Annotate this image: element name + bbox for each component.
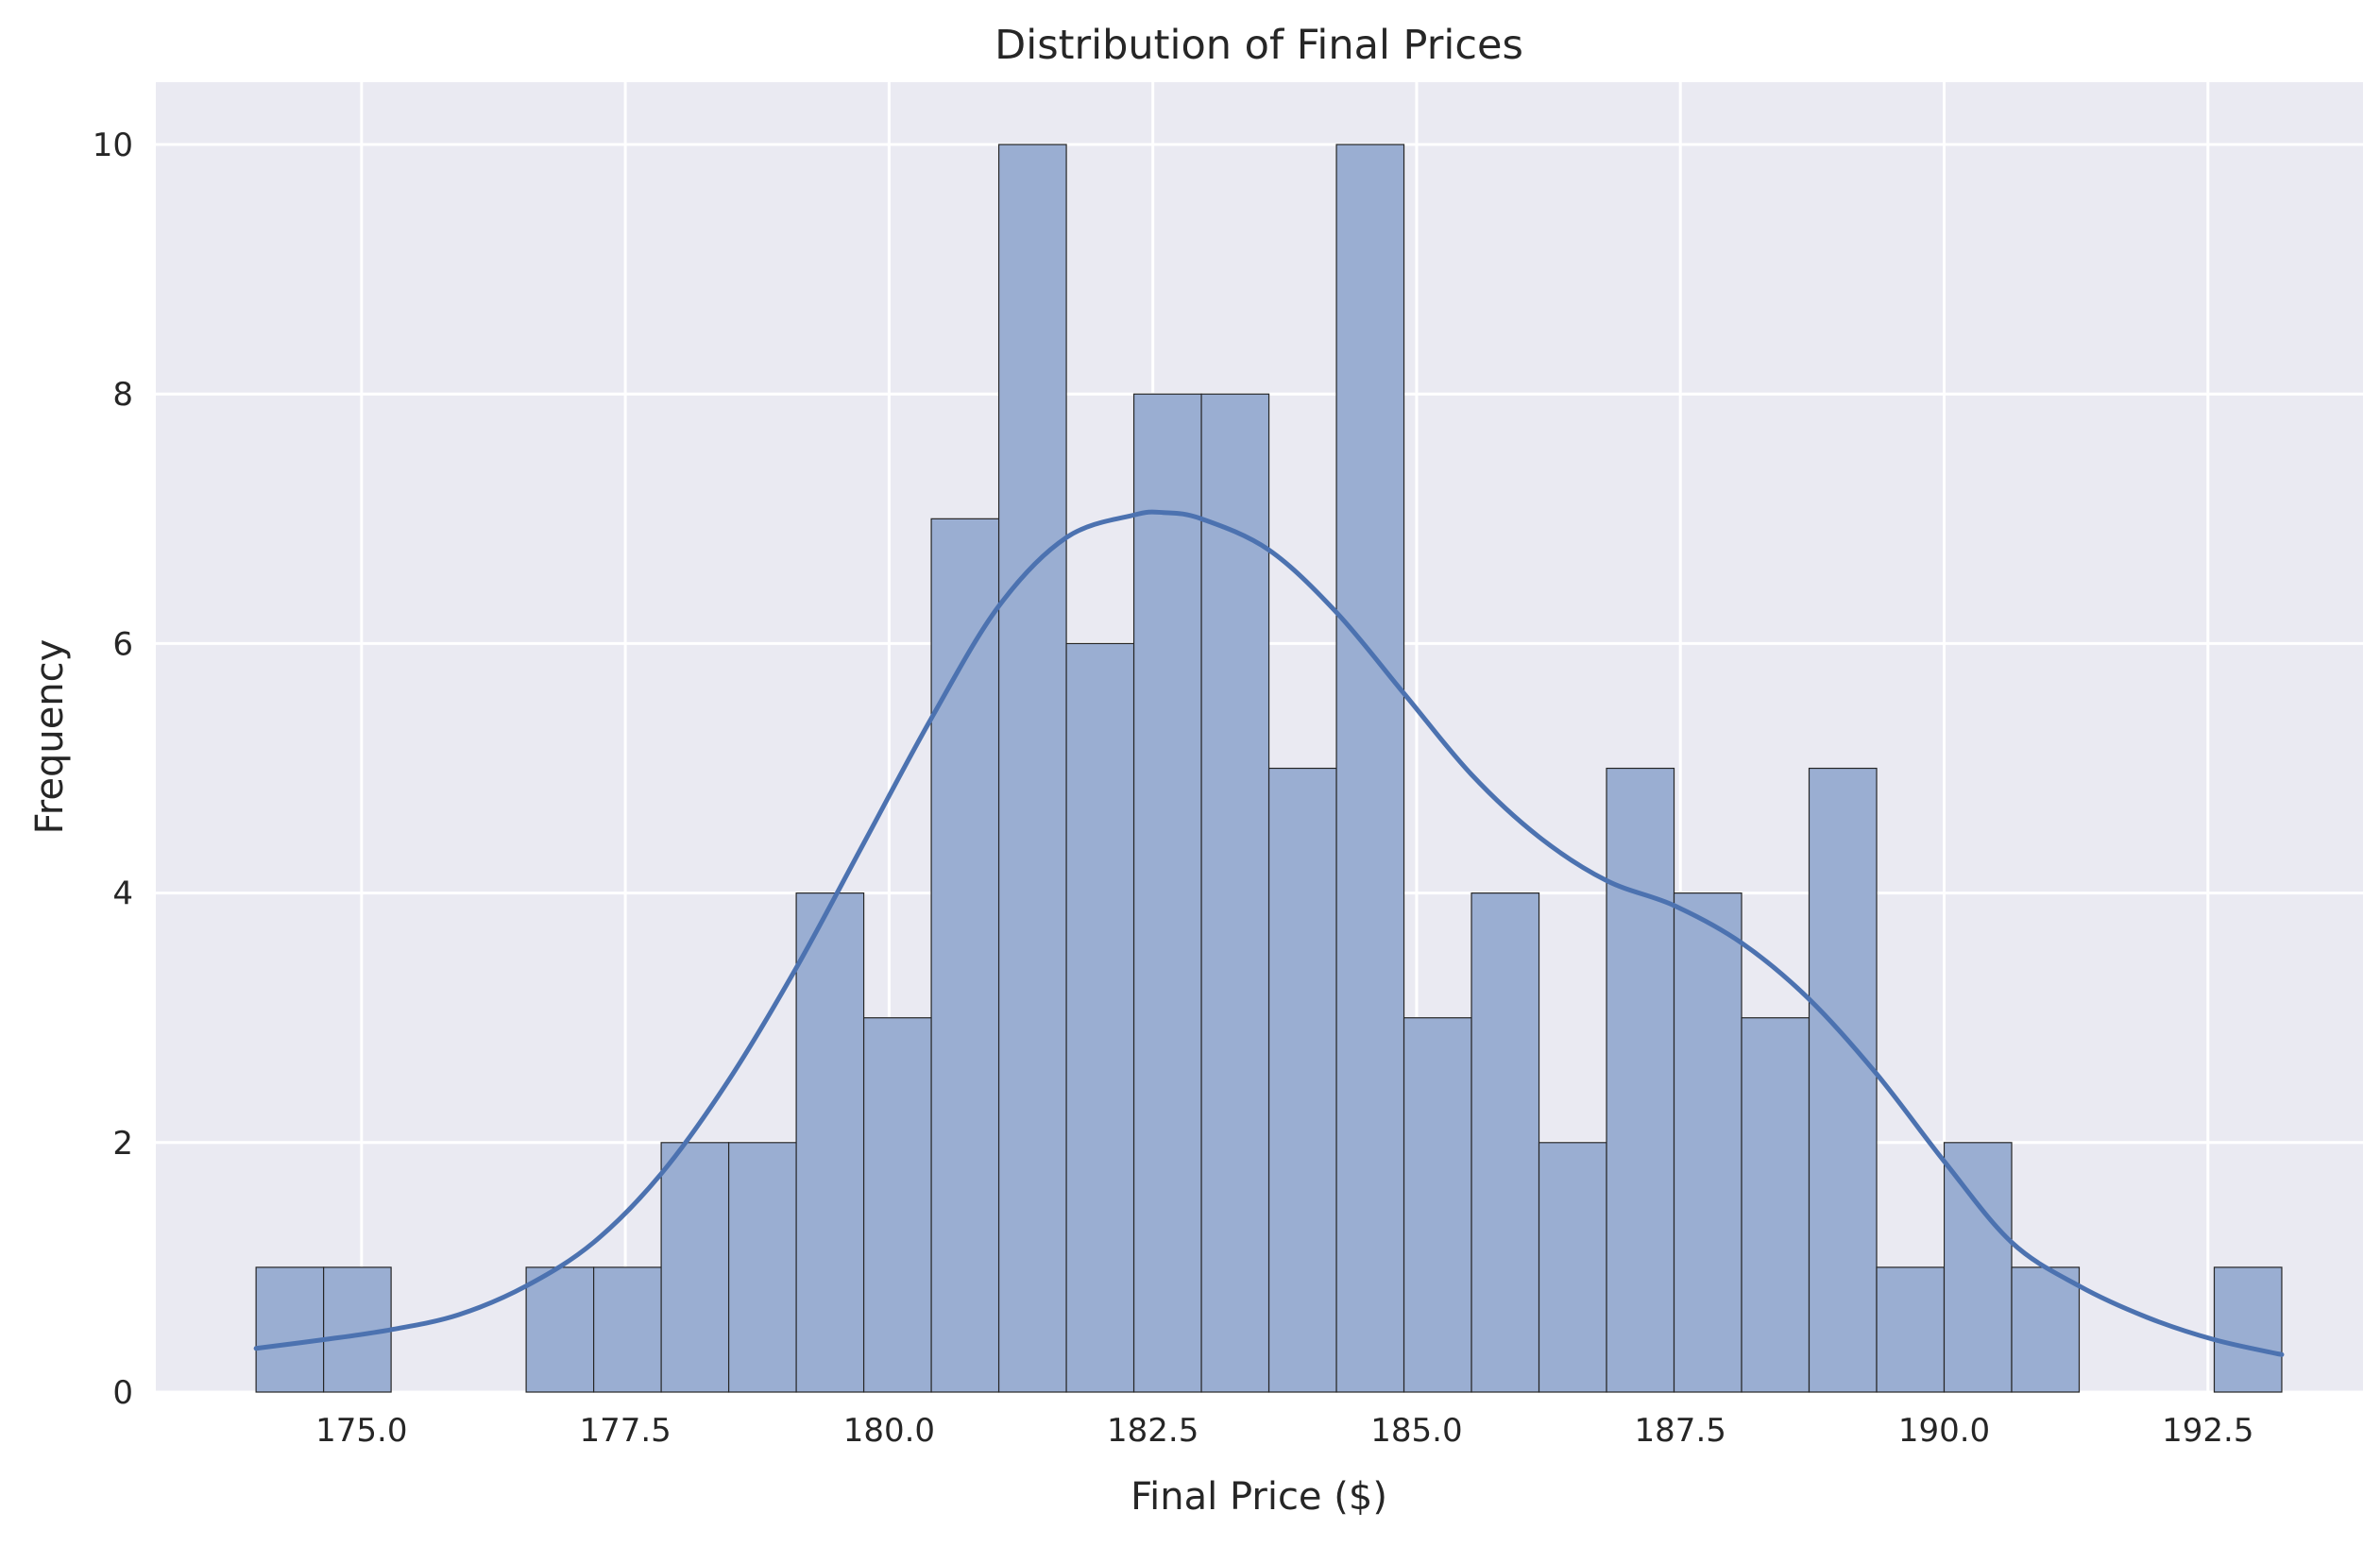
x-tick-label: 185.0 [1370, 1412, 1462, 1450]
y-axis-label: Frequency [28, 639, 72, 835]
histogram-bar [2011, 1266, 2081, 1393]
x-tick-label: 175.0 [315, 1412, 407, 1450]
histogram-bar [2213, 1266, 2283, 1393]
histogram-bar [1402, 1017, 1472, 1393]
histogram-bar [1606, 767, 1675, 1393]
histogram-bar [1470, 892, 1540, 1393]
histogram-bar [1808, 767, 1878, 1393]
histogram-bar [1132, 393, 1202, 1393]
histogram-bar [862, 1017, 932, 1393]
y-tick-label: 8 [112, 376, 133, 414]
histogram-bar [593, 1266, 662, 1393]
histogram-bar [525, 1266, 595, 1393]
x-axis-label: Final Price ($) [1130, 1475, 1387, 1519]
histogram-bar [1943, 1142, 2013, 1393]
histogram-bar [997, 144, 1067, 1393]
histogram-bar [1065, 642, 1135, 1393]
y-tick-label: 10 [93, 127, 133, 164]
x-tick-label: 187.5 [1635, 1412, 1726, 1450]
histogram-bar [660, 1142, 730, 1393]
histogram-bar [795, 892, 865, 1393]
x-tick-label: 192.5 [2162, 1412, 2253, 1450]
histogram-bar [1538, 1142, 1607, 1393]
x-tick-label: 190.0 [1898, 1412, 1990, 1450]
y-tick-label: 0 [112, 1374, 133, 1412]
x-tick-label: 177.5 [579, 1412, 671, 1450]
histogram-bar [1876, 1266, 1946, 1393]
y-axis-ticks: 0 2 4 6 8 10 [93, 127, 133, 1412]
histogram-bar [930, 518, 1000, 1393]
kde-curve [253, 509, 2285, 1357]
chart-title: Distribution of Final Prices [994, 22, 1523, 69]
x-tick-label: 182.5 [1107, 1412, 1198, 1450]
histogram-bar [1673, 892, 1742, 1393]
x-axis-ticks: 175.0 177.5 180.0 182.5 185.0 187.5 190.0 192.5 [315, 1412, 2253, 1450]
histogram-bar [727, 1142, 797, 1393]
histogram-bar [255, 1266, 325, 1393]
histogram-bar [1267, 767, 1337, 1393]
x-tick-label: 180.0 [843, 1412, 935, 1450]
y-tick-label: 4 [112, 875, 133, 913]
y-tick-label: 2 [112, 1125, 133, 1163]
histogram-bar [1200, 393, 1270, 1393]
histogram-bars [255, 144, 2283, 1393]
histogram-bar [1335, 144, 1405, 1393]
y-tick-label: 6 [112, 625, 133, 663]
histogram-bar [1741, 1017, 1810, 1393]
